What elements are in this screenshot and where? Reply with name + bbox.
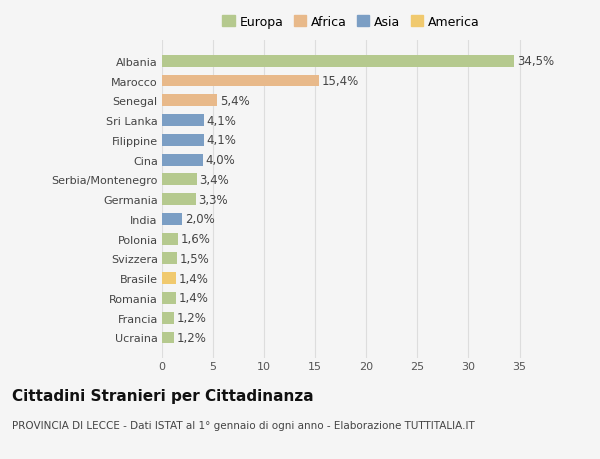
Bar	[162, 56, 514, 67]
Bar	[162, 174, 197, 186]
Text: 1,6%: 1,6%	[181, 233, 211, 246]
Text: 1,5%: 1,5%	[180, 252, 209, 265]
Text: 4,0%: 4,0%	[205, 154, 235, 167]
Bar	[162, 292, 176, 304]
Bar	[162, 273, 176, 285]
Text: PROVINCIA DI LECCE - Dati ISTAT al 1° gennaio di ogni anno - Elaborazione TUTTIT: PROVINCIA DI LECCE - Dati ISTAT al 1° ge…	[12, 420, 475, 430]
Bar	[162, 154, 203, 166]
Text: 1,4%: 1,4%	[179, 272, 209, 285]
Text: 2,0%: 2,0%	[185, 213, 215, 226]
Bar	[162, 194, 196, 206]
Legend: Europa, Africa, Asia, America: Europa, Africa, Asia, America	[222, 16, 480, 29]
Bar	[162, 95, 217, 107]
Bar	[162, 233, 178, 245]
Text: 15,4%: 15,4%	[322, 75, 359, 88]
Text: 5,4%: 5,4%	[220, 95, 250, 107]
Bar	[162, 312, 174, 324]
Text: Cittadini Stranieri per Cittadinanza: Cittadini Stranieri per Cittadinanza	[12, 388, 314, 403]
Text: 4,1%: 4,1%	[206, 134, 236, 147]
Bar	[162, 115, 204, 127]
Text: 1,2%: 1,2%	[177, 312, 206, 325]
Bar	[162, 75, 319, 87]
Text: 1,4%: 1,4%	[179, 292, 209, 305]
Text: 3,3%: 3,3%	[198, 193, 228, 206]
Text: 4,1%: 4,1%	[206, 114, 236, 127]
Bar	[162, 134, 204, 146]
Text: 34,5%: 34,5%	[517, 55, 554, 68]
Text: 1,2%: 1,2%	[177, 331, 206, 344]
Text: 3,4%: 3,4%	[199, 174, 229, 186]
Bar	[162, 213, 182, 225]
Bar	[162, 332, 174, 344]
Bar	[162, 253, 178, 265]
